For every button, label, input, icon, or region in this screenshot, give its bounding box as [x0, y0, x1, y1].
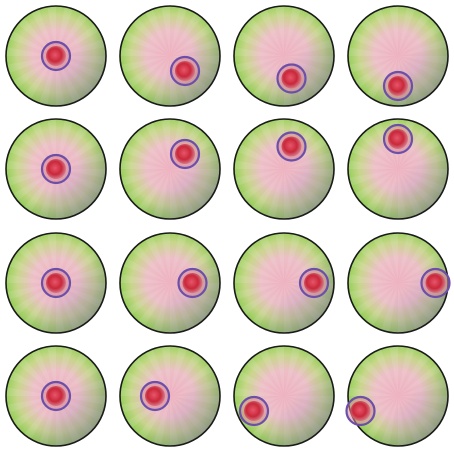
disc-rim — [5, 118, 107, 220]
marker-ring — [40, 153, 72, 185]
disc-wedges — [348, 6, 448, 106]
disc-rim — [233, 345, 335, 447]
marker-ring — [40, 267, 72, 299]
disc-rim — [233, 118, 335, 220]
marker-core — [281, 68, 302, 89]
disc-r4-c2 — [119, 345, 221, 447]
disc-rim — [119, 5, 221, 107]
marker-core — [46, 273, 66, 293]
disc-r2-c1 — [5, 118, 107, 220]
disc-wedges — [348, 119, 448, 219]
disc-rim — [119, 232, 221, 334]
disc-rim — [347, 118, 449, 220]
marker-core — [304, 273, 324, 293]
disc-rim — [233, 5, 335, 107]
marker-ring — [40, 380, 72, 412]
marker-core — [46, 386, 66, 406]
disc-r1-c3 — [233, 5, 335, 107]
disc-rim — [5, 345, 107, 447]
marker-core — [244, 401, 264, 421]
disc-wedges — [348, 233, 448, 333]
marker-core — [46, 46, 66, 66]
disc-r3-c4 — [347, 232, 451, 334]
marker-ring — [276, 131, 307, 162]
disc-r1-c2 — [119, 5, 221, 107]
disc-r1-c4 — [347, 5, 449, 107]
disc-r4-c1 — [5, 345, 107, 447]
marker-ring — [276, 63, 307, 94]
disc-rim — [233, 232, 335, 334]
disc-wedges — [348, 346, 448, 446]
disc-wedges — [120, 6, 220, 106]
disc-r3-c1 — [5, 232, 107, 334]
disc-rim — [119, 345, 221, 447]
marker-ring — [238, 395, 270, 427]
marker-ring — [298, 267, 330, 299]
disc-rim — [347, 345, 449, 447]
marker-ring — [40, 40, 72, 72]
disc-r4-c4 — [345, 345, 449, 447]
disc-r3-c3 — [233, 232, 335, 334]
marker-core — [388, 129, 408, 149]
disc-wedges — [234, 119, 334, 219]
disc-r2-c4 — [347, 118, 449, 220]
marker-ring — [177, 267, 208, 299]
disc-r2-c2 — [119, 118, 221, 220]
disc-wedges — [234, 346, 334, 446]
disc-rim — [5, 5, 107, 107]
marker-ring — [169, 55, 201, 87]
disc-r3-c2 — [119, 232, 221, 334]
marker-ring — [139, 380, 171, 412]
marker-core — [350, 401, 371, 421]
disc-r2-c3 — [233, 118, 335, 220]
marker-core — [425, 273, 446, 293]
marker-ring — [382, 123, 414, 155]
marker-ring — [169, 138, 201, 170]
disc-rim — [347, 5, 449, 107]
marker-ring — [345, 395, 376, 427]
disc-r1-c1 — [5, 5, 107, 107]
marker-ring — [420, 267, 451, 299]
marker-core — [281, 136, 302, 157]
marker-core — [46, 159, 66, 179]
disc-rim — [119, 118, 221, 220]
disc-rim — [5, 232, 107, 334]
marker-core — [388, 76, 408, 96]
disc-wedges — [120, 119, 220, 219]
marker-ring — [382, 70, 414, 102]
marker-core — [175, 144, 195, 164]
disc-wedges — [234, 6, 334, 106]
marker-core — [145, 386, 165, 406]
marker-core — [182, 273, 203, 293]
disc-r4-c3 — [233, 345, 335, 447]
marker-core — [175, 61, 195, 81]
